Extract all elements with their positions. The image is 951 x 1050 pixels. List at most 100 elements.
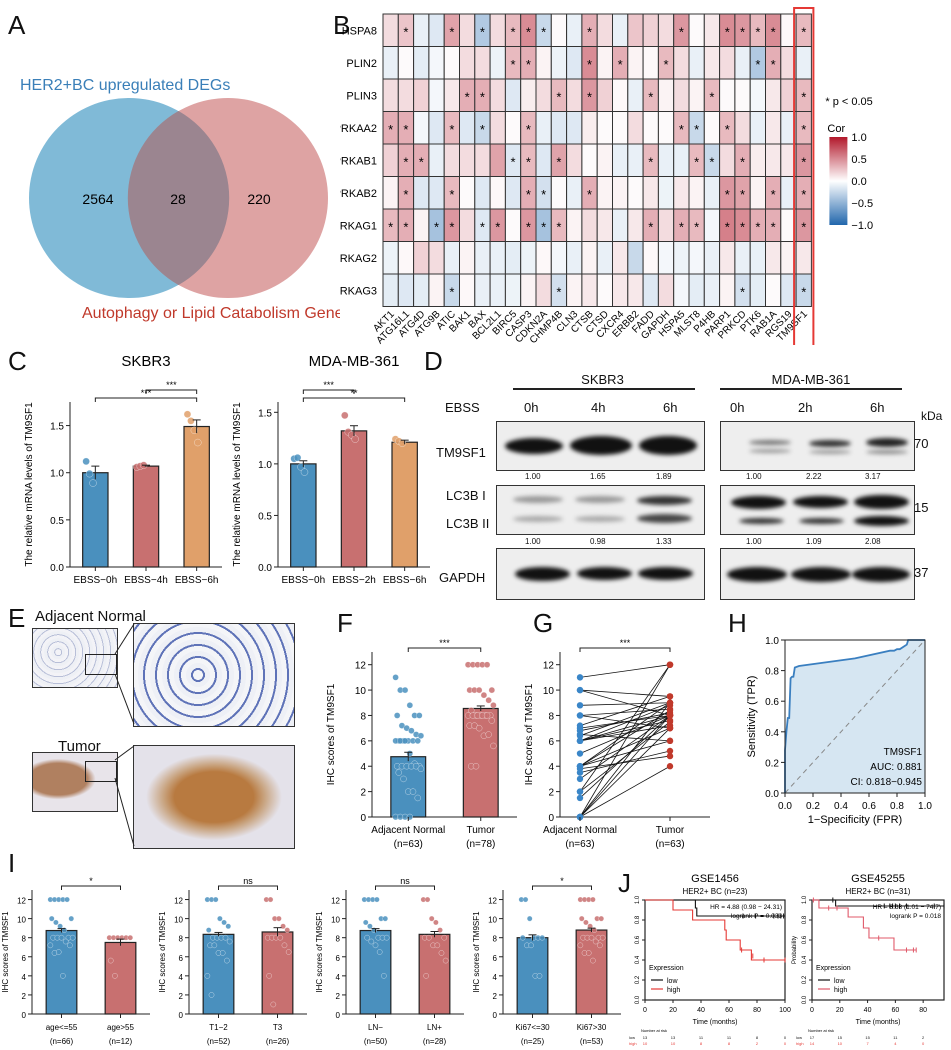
heatmap-sig-mark: * xyxy=(740,219,745,234)
data-point xyxy=(112,973,118,979)
heatmap-sig-mark: * xyxy=(755,57,760,72)
wb-kda-label: kDa xyxy=(921,409,943,423)
heatmap-cell xyxy=(474,46,491,80)
heatmap-row-label: PRKAB2 xyxy=(340,188,377,200)
heatmap-cell xyxy=(612,273,629,307)
wb-quant: 0.98 xyxy=(590,537,606,546)
heatmap-cell xyxy=(703,241,721,275)
data-point xyxy=(576,732,584,739)
y-tick-label: 12 xyxy=(174,897,183,906)
heatmap-cell xyxy=(673,78,690,112)
data-point xyxy=(437,927,443,933)
x-tick-label: EBSS−0h xyxy=(282,575,326,586)
roc-diagonal xyxy=(784,639,926,794)
heatmap-cell xyxy=(566,208,583,242)
ihc-tumor-zoom xyxy=(133,745,295,849)
bar xyxy=(132,465,160,568)
data-point xyxy=(107,957,114,964)
data-point xyxy=(406,702,413,709)
x-tick-label: EBSS−2h xyxy=(332,575,376,586)
panel-label-g: G xyxy=(533,608,554,638)
y-tick-label: 0 xyxy=(360,813,366,824)
heatmap-cell xyxy=(489,111,506,145)
heatmap-sig-mark: * xyxy=(419,154,424,169)
km-risk-value: 0 xyxy=(784,1041,787,1046)
x-tick-label: EBSS−6h xyxy=(175,575,219,586)
heatmap-highlight-box xyxy=(793,7,815,345)
data-point xyxy=(194,438,202,447)
x-tick-label: T3 xyxy=(273,1023,283,1032)
pair-line xyxy=(579,720,671,742)
km-risk-value: 17 xyxy=(810,1035,815,1040)
y-tick-label: 8 xyxy=(360,711,366,722)
heatmap-cell xyxy=(382,176,399,210)
data-point xyxy=(576,702,584,709)
wb-quant: 1.89 xyxy=(656,472,672,481)
data-point xyxy=(666,724,674,732)
pair-line xyxy=(579,702,671,767)
data-point xyxy=(408,727,415,734)
chart-title: SKBR3 xyxy=(121,353,170,370)
data-point xyxy=(285,949,292,955)
wb-marker-70: 70 xyxy=(914,436,929,451)
y-tick-label: 0.0 xyxy=(635,995,641,1004)
heatmap-cell xyxy=(596,46,614,80)
y-tick-label: 0.4 xyxy=(802,955,808,964)
y-tick-label: 0.4 xyxy=(765,728,779,739)
heatmap-sig-mark: * xyxy=(541,24,546,39)
heatmap-cell xyxy=(596,111,614,145)
heatmap-cell xyxy=(413,78,430,112)
heatmap-cell xyxy=(413,176,430,210)
y-tick-label: 2 xyxy=(22,992,27,1001)
heatmap-sig-mark: * xyxy=(648,154,653,169)
data-point xyxy=(362,919,369,926)
heatmap-sig-mark: * xyxy=(511,57,516,72)
data-point xyxy=(583,919,589,926)
heatmap-cell xyxy=(535,143,552,177)
heatmap-cell xyxy=(749,176,767,210)
heatmap-sig-mark: * xyxy=(495,219,500,234)
heatmap-cell xyxy=(459,111,476,145)
heatmap-cell xyxy=(535,78,552,112)
km-legend-label: high xyxy=(667,987,680,994)
heatmap-cell xyxy=(688,241,705,275)
data-point xyxy=(267,896,274,903)
ihc-normal-label: Adjacent Normal xyxy=(35,608,146,625)
heatmap-cell xyxy=(428,241,445,275)
heatmap-sig-mark: * xyxy=(541,187,546,202)
heatmap-cell xyxy=(566,143,583,177)
data-point xyxy=(666,737,674,745)
heatmap-sig-mark: * xyxy=(709,154,714,169)
heatmap-cell xyxy=(627,46,644,80)
data-point xyxy=(441,934,448,941)
heatmap-cell xyxy=(520,78,537,112)
heatmap-cell xyxy=(673,176,690,210)
plot-frame xyxy=(811,899,945,1001)
y-axis-label: IHC scores of TM9SF1 xyxy=(315,911,324,993)
data-point xyxy=(488,717,495,724)
pair-line xyxy=(579,696,671,726)
y-tick-label: 10 xyxy=(174,916,183,925)
heatmap-row-label: PLIN3 xyxy=(346,90,377,102)
y-tick-label: 1.0 xyxy=(50,469,64,480)
x-tick-label: T1−2 xyxy=(209,1023,228,1032)
km-legend-title: Expression xyxy=(816,965,851,972)
heatmap-sig-mark: * xyxy=(403,122,408,137)
heatmap-cell xyxy=(413,111,430,145)
data-point xyxy=(376,949,383,955)
heatmap-cell xyxy=(688,176,705,210)
data-point xyxy=(476,725,483,732)
heatmap-cell xyxy=(413,46,430,80)
km-risk-value: 0 xyxy=(922,1041,925,1046)
heatmap-sig-mark: * xyxy=(740,154,745,169)
x-tick-label: EBSS−6h xyxy=(383,575,427,586)
data-point xyxy=(666,752,674,760)
data-point xyxy=(577,942,584,949)
data-point xyxy=(57,923,63,929)
y-tick-label: 4 xyxy=(336,973,341,982)
heatmap-cell xyxy=(413,208,430,242)
heatmap-cell xyxy=(581,241,598,275)
significance-label: * xyxy=(560,876,564,886)
y-tick-label: 0.8 xyxy=(802,915,808,924)
data-point xyxy=(666,763,674,770)
